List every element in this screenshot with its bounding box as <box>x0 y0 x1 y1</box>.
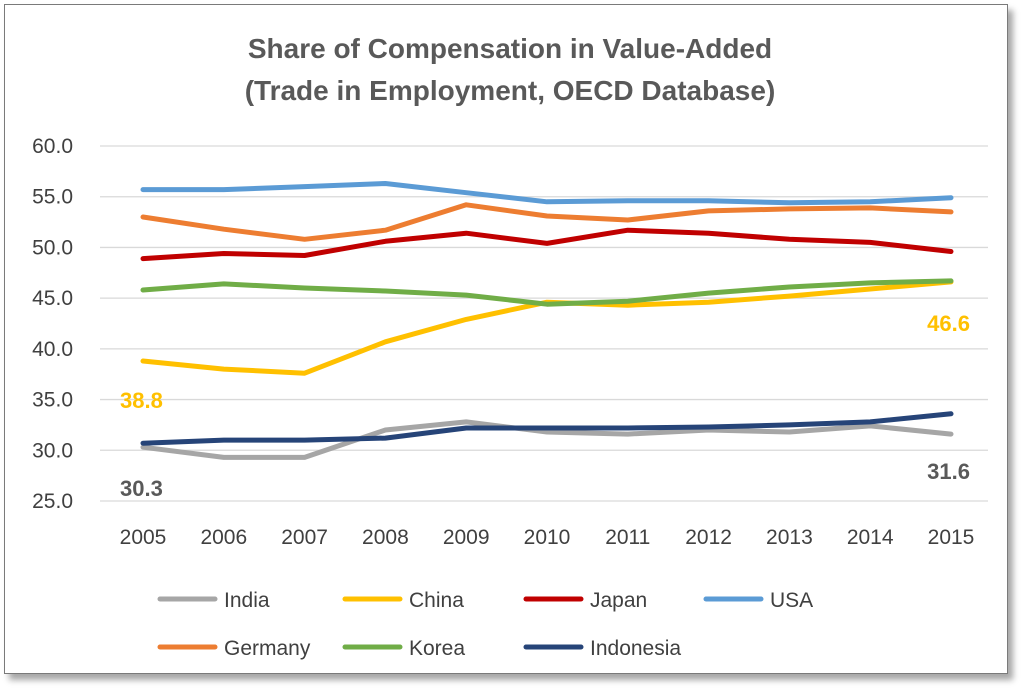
series-line-korea <box>140 278 954 307</box>
x-tick-label: 2005 <box>120 526 167 549</box>
y-axis-ticks: 60.0 55.0 50.0 45.0 40.0 35.0 30.0 25.0 <box>32 135 73 513</box>
legend-item-china: China <box>342 589 464 612</box>
legend-label: India <box>224 589 270 612</box>
y-tick-label: 60.0 <box>32 135 73 158</box>
legend-label: China <box>409 589 464 612</box>
x-tick-label: 2014 <box>847 526 894 549</box>
chart-frame <box>4 4 1008 674</box>
series-line-japan <box>140 227 954 262</box>
data-label: 30.3 <box>120 476 163 501</box>
legend-item-indonesia: Indonesia <box>523 637 681 660</box>
legend-label: Korea <box>409 637 465 660</box>
legend-item-india: India <box>157 589 270 612</box>
x-tick-label: 2006 <box>200 526 247 549</box>
y-tick-label: 40.0 <box>32 338 73 361</box>
x-tick-label: 2012 <box>685 526 732 549</box>
series-line-usa <box>140 181 954 206</box>
legend-label: Japan <box>590 589 647 612</box>
legend-item-japan: Japan <box>523 589 647 612</box>
data-label: 31.6 <box>927 459 970 484</box>
y-tick-label: 30.0 <box>32 439 73 462</box>
legend-label: USA <box>770 589 813 612</box>
x-tick-label: 2007 <box>281 526 328 549</box>
x-tick-label: 2011 <box>605 526 650 549</box>
legend-label: Germany <box>224 637 311 660</box>
legend-item-korea: Korea <box>342 637 465 660</box>
series-line-india <box>140 419 954 460</box>
legend-label: Indonesia <box>590 637 681 660</box>
data-labels: 38.8 46.6 30.3 31.6 <box>120 311 970 501</box>
x-tick-label: 2008 <box>362 526 409 549</box>
data-label: 46.6 <box>927 311 970 336</box>
chart-subtitle: (Trade in Employment, OECD Database) <box>245 75 776 106</box>
series-line-indonesia <box>140 411 954 446</box>
legend-item-usa: USA <box>703 589 813 612</box>
x-tick-label: 2010 <box>524 526 571 549</box>
y-tick-label: 25.0 <box>32 490 73 513</box>
series-line-germany <box>140 202 954 242</box>
y-tick-label: 50.0 <box>32 236 73 259</box>
x-tick-label: 2015 <box>928 526 975 549</box>
data-label: 38.8 <box>120 388 163 413</box>
x-axis-ticks: 2005 2006 2007 2008 2009 2010 2011 2012 2013 2014… <box>120 526 975 549</box>
x-tick-label: 2009 <box>443 526 490 549</box>
legend: India China Japan USA Germany Korea Indonesia <box>157 589 813 660</box>
series-lines <box>140 181 954 460</box>
y-tick-label: 35.0 <box>32 389 73 412</box>
series-line-china <box>140 279 954 376</box>
y-tick-label: 45.0 <box>32 287 73 310</box>
chart-title: Share of Compensation in Value-Added <box>248 33 772 64</box>
x-tick-label: 2013 <box>766 526 813 549</box>
y-tick-label: 55.0 <box>32 186 73 209</box>
legend-item-germany: Germany <box>157 637 311 660</box>
gridlines <box>100 145 988 502</box>
